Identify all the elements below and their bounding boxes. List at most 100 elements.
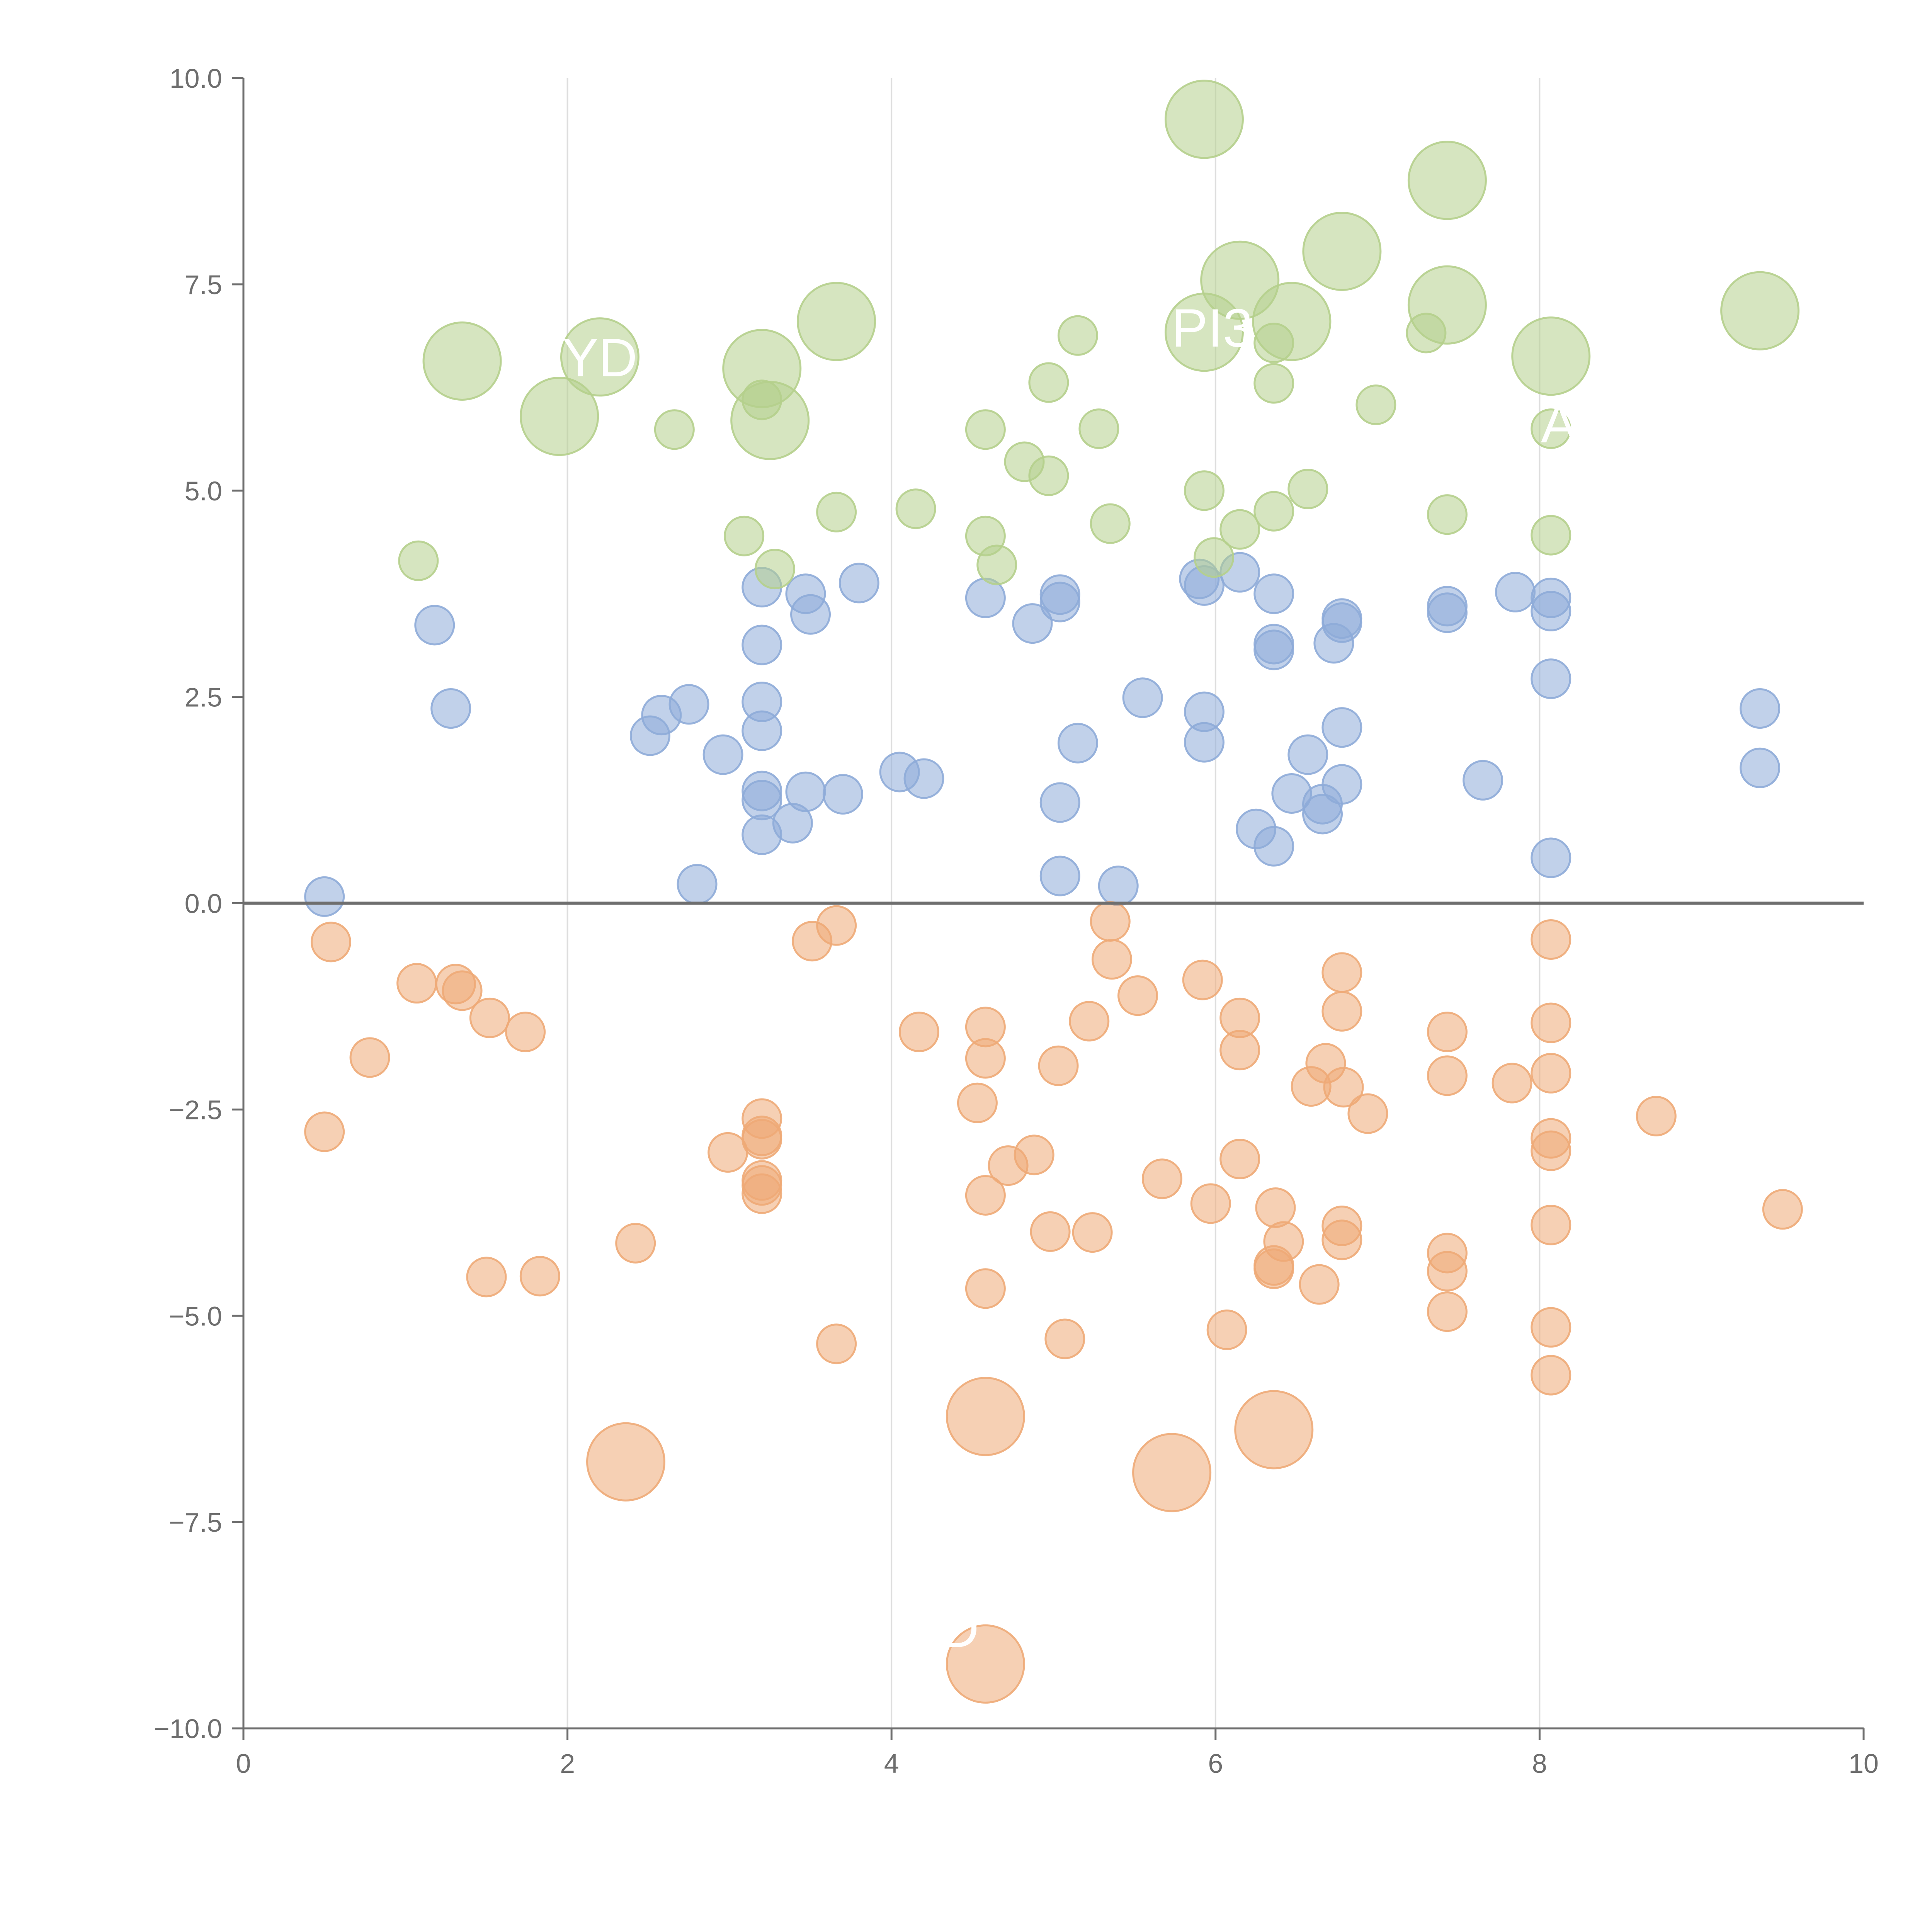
data-point: [1355, 384, 1396, 425]
data-point: [742, 1119, 782, 1160]
y-tick-label: 5.0: [185, 476, 222, 506]
data-point: [1012, 603, 1053, 644]
data-point: [1091, 939, 1132, 980]
data-point: [1321, 952, 1362, 993]
data-point: [466, 1257, 507, 1298]
data-point: [965, 1175, 1006, 1216]
data-point: [1323, 1067, 1364, 1108]
point-annotation: X: [1372, 165, 1408, 226]
data-point: [1321, 707, 1362, 748]
data-point: [1069, 1001, 1110, 1042]
data-point: [707, 1132, 748, 1173]
data-point: [615, 1223, 656, 1264]
data-point: [304, 1111, 345, 1152]
data-point: [414, 605, 455, 646]
data-point: [304, 876, 345, 917]
data-point: [1299, 1264, 1340, 1305]
large-data-point: [1407, 265, 1487, 345]
data-point: [1531, 919, 1571, 960]
data-point: [1427, 1251, 1468, 1292]
data-point: [1184, 722, 1225, 763]
data-point: [1090, 503, 1131, 544]
x-tick-label: 4: [884, 1748, 899, 1779]
data-point: [1122, 677, 1163, 718]
data-point: [1253, 573, 1294, 614]
point-annotation: B: [821, 380, 857, 440]
data-point: [1057, 723, 1098, 764]
data-point: [1028, 362, 1069, 403]
data-point: [1427, 494, 1468, 535]
x-tick-label: 8: [1532, 1748, 1547, 1779]
point-annotation: YD: [562, 327, 637, 388]
y-tick-label: 7.5: [185, 270, 222, 300]
data-point: [469, 997, 510, 1038]
large-data-point: [1511, 316, 1591, 396]
data-point: [898, 1012, 939, 1053]
data-point: [816, 492, 857, 532]
data-point: [677, 864, 718, 905]
data-point: [1321, 991, 1362, 1032]
data-point: [895, 488, 936, 529]
data-point: [1762, 1189, 1803, 1230]
large-data-point: [520, 377, 599, 456]
large-data-point: [586, 1422, 666, 1502]
data-point: [1253, 363, 1294, 404]
data-point: [724, 515, 765, 556]
large-data-point: [1720, 271, 1800, 350]
data-point: [654, 409, 695, 450]
data-point: [1427, 1291, 1468, 1332]
data-point: [1347, 1093, 1388, 1134]
data-point: [1255, 1187, 1296, 1228]
data-point: [1531, 1002, 1571, 1043]
data-point: [1302, 794, 1343, 835]
large-data-point: [1407, 141, 1487, 220]
data-point: [957, 1082, 998, 1123]
data-point: [1014, 1134, 1054, 1175]
data-point: [1219, 509, 1260, 550]
data-point: [1321, 1219, 1362, 1260]
data-point: [785, 771, 826, 812]
large-data-point: [1252, 282, 1332, 361]
data-point: [1253, 826, 1294, 867]
y-tick-label: −2.5: [169, 1095, 222, 1125]
data-point: [1531, 515, 1571, 556]
data-point: [1057, 315, 1098, 356]
y-tick-label: 0.0: [185, 889, 222, 919]
large-data-point: [422, 321, 502, 401]
data-point: [1039, 855, 1080, 896]
data-point: [1321, 602, 1362, 643]
data-point: [519, 1256, 560, 1297]
data-point: [965, 1268, 1006, 1309]
data-point: [754, 549, 795, 590]
data-point: [1531, 591, 1571, 632]
data-point: [1078, 408, 1119, 449]
data-point: [1098, 866, 1139, 906]
data-point: [965, 409, 1006, 450]
data-point: [1141, 1158, 1182, 1199]
data-point: [903, 758, 944, 799]
large-data-point: [946, 1624, 1025, 1704]
data-point: [822, 774, 863, 815]
data-point: [1184, 470, 1225, 511]
data-point: [1090, 901, 1131, 942]
data-point: [1463, 760, 1503, 801]
data-point: [442, 970, 483, 1011]
data-point: [1219, 1139, 1260, 1180]
y-tick-label: −5.0: [169, 1301, 222, 1331]
data-point: [1194, 537, 1235, 578]
data-point: [1531, 1355, 1571, 1396]
large-data-point: [1234, 1390, 1314, 1469]
data-point: [1531, 1130, 1571, 1171]
data-point: [1039, 782, 1080, 823]
data-point: [1531, 658, 1571, 699]
data-point: [396, 963, 437, 1004]
data-point: [310, 922, 351, 963]
data-point: [505, 1012, 546, 1053]
data-point: [398, 540, 439, 581]
data-point: [742, 624, 782, 665]
data-point: [1182, 959, 1223, 1000]
data-point: [1531, 1307, 1571, 1348]
large-data-point: [1302, 211, 1382, 291]
